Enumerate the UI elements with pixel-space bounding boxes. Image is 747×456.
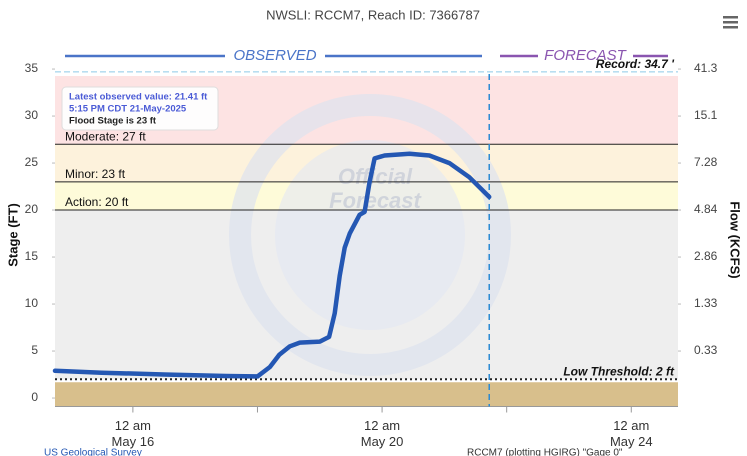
stage-line: [52, 151, 492, 379]
observed-label: OBSERVED: [233, 47, 316, 64]
menu-icon[interactable]: [723, 16, 738, 29]
x-tick-label: May 20: [361, 434, 404, 449]
x-tick-label: 12 am: [115, 418, 151, 433]
chart-title: NWSLI: RCCM7, Reach ID: 7366787: [266, 7, 480, 22]
y-tick-label: 35: [25, 61, 39, 75]
annotation-box: [61, 86, 219, 131]
forecast-label: FORECAST: [544, 47, 628, 64]
y-tick-label: 0: [31, 390, 38, 404]
y2-tick-label: 41.3: [694, 61, 718, 75]
y2-tick-label: 1.33: [694, 296, 718, 310]
annotation-text: 5:15 PM CDT 21-May-2025: [69, 104, 187, 115]
y-tick-label: 25: [25, 155, 39, 169]
watermark-text: Forecast: [329, 188, 422, 213]
threshold-label: Record: 34.7 ': [596, 57, 675, 71]
y2-tick-label: 7.28: [694, 155, 718, 169]
x-tick-label: May 16: [112, 434, 155, 449]
x-tick-label: 12 am: [364, 418, 400, 433]
y2-axis-label: Flow (KCFS): [728, 201, 743, 278]
annotation-text: Latest observed value: 21.41 ft: [69, 92, 208, 103]
menu-bar: [723, 26, 738, 29]
y-tick-label: 5: [31, 343, 38, 357]
x-tick-label: May 24: [610, 434, 653, 449]
watermark-text: Official: [338, 164, 413, 189]
y2-tick-label: 0.33: [694, 343, 718, 357]
y-axis-label: Stage (FT): [5, 203, 20, 267]
y2-tick-label: 4.84: [694, 202, 718, 216]
y-tick-label: 15: [25, 249, 39, 263]
menu-bar: [723, 16, 738, 19]
y-tick-label: 10: [25, 296, 39, 310]
watermark-logo: [275, 140, 465, 330]
x-tick-label: 12 am: [613, 418, 649, 433]
footer-right: RCCM7 (plotting HGIRG) "Gage 0": [467, 448, 623, 456]
y2-tick-label: 15.1: [694, 108, 718, 122]
threshold-label: Minor: 23 ft: [65, 167, 126, 181]
annotation-text: Flood Stage is 23 ft: [69, 116, 157, 127]
watermark-logo: [229, 94, 511, 376]
ground: [55, 382, 678, 407]
threshold-label: Low Threshold: 2 ft: [563, 364, 675, 378]
threshold-label: Moderate: 27 ft: [65, 129, 146, 143]
y-tick-label: 30: [25, 108, 39, 122]
y-tick-label: 20: [25, 202, 39, 216]
footer-left: US Geological Survey: [44, 448, 142, 456]
y2-tick-label: 2.86: [694, 249, 718, 263]
threshold-label: Action: 20 ft: [65, 195, 129, 209]
menu-bar: [723, 21, 738, 24]
